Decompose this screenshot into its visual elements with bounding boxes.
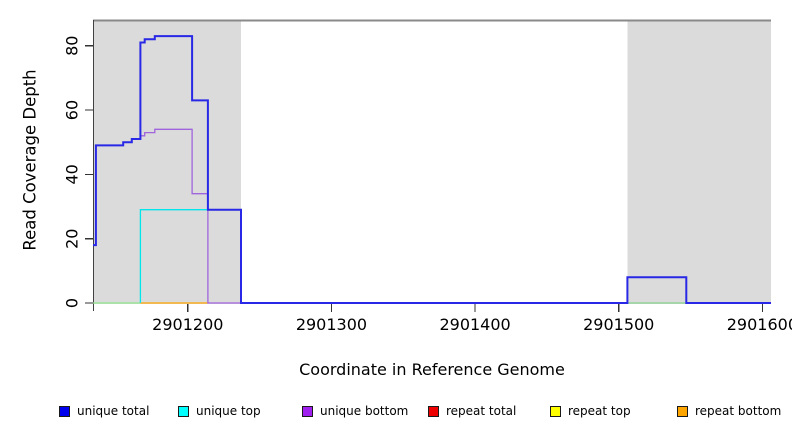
legend-label-unique-top: unique top (196, 404, 261, 418)
legend-swatch-repeat-top (550, 406, 561, 417)
legend-item-unique-top: unique top (178, 401, 261, 418)
y-tick-label: 80 (63, 36, 82, 56)
legend-swatch-unique-top (178, 406, 189, 417)
x-axis-title: Coordinate in Reference Genome (299, 360, 565, 379)
x-tick-label: 2901400 (439, 315, 510, 334)
legend-swatch-repeat-bottom (677, 406, 688, 417)
legend-swatch-unique-bottom (302, 406, 313, 417)
y-tick-label: 60 (63, 100, 82, 120)
legend-item-unique-bottom: unique bottom (302, 401, 409, 418)
legend-item-repeat-bottom: repeat bottom (677, 401, 782, 418)
legend-label-repeat-total: repeat total (446, 404, 517, 418)
x-tick-label: 2901200 (152, 315, 223, 334)
y-tick-label: 20 (63, 229, 82, 249)
x-tick-label: 2901600 (727, 315, 792, 334)
x-tick-label: 2901500 (583, 315, 654, 334)
plot-area: 0 20 40 60 80 2901200 2901300 2901400 2901500 290… (63, 19, 792, 334)
legend-label-unique-total: unique total (77, 404, 150, 418)
y-tick-label: 40 (63, 164, 82, 184)
legend-item-unique-total: unique total (59, 401, 150, 418)
legend-swatch-unique-total (59, 406, 70, 417)
y-axis-title: Read Coverage Depth (20, 69, 40, 251)
legend-item-repeat-top: repeat top (550, 401, 631, 418)
legend-item-repeat-total: repeat total (428, 401, 517, 418)
legend-label-repeat-top: repeat top (568, 404, 631, 418)
legend-label-repeat-bottom: repeat bottom (695, 404, 782, 418)
shaded-region-2 (627, 20, 771, 304)
series-unique-total (93, 35, 771, 304)
legend-label-unique-bottom: unique bottom (320, 404, 409, 418)
legend-swatch-repeat-total (428, 406, 439, 417)
y-tick-label: 0 (63, 298, 82, 308)
shaded-region-1 (93, 20, 241, 304)
x-tick-label: 2901300 (296, 315, 367, 334)
